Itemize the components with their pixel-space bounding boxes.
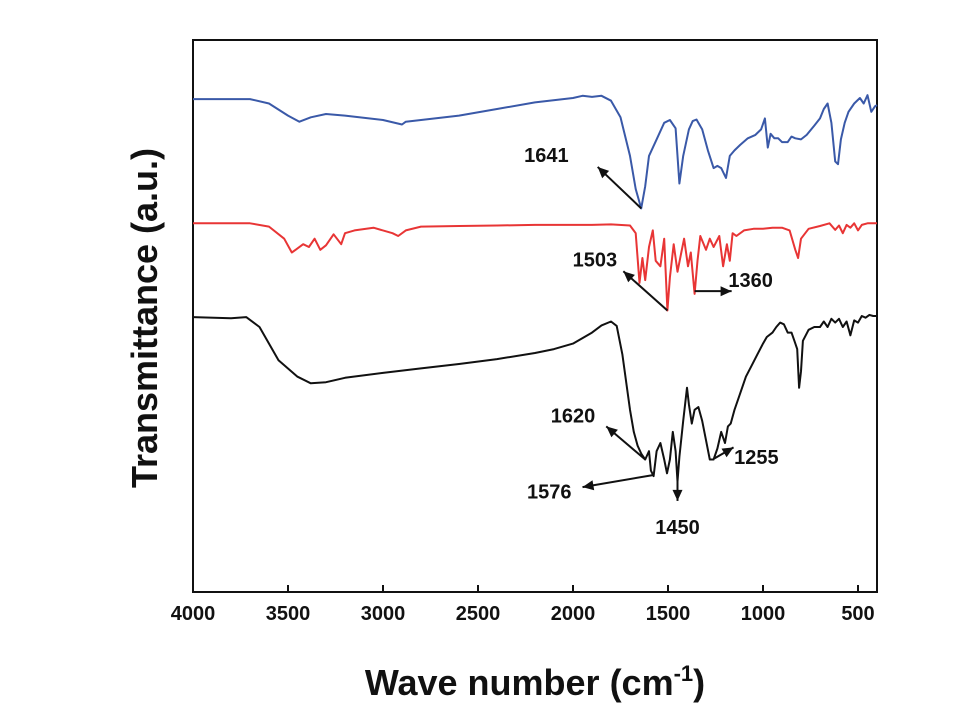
x-tick-label: 500 xyxy=(841,603,874,625)
x-axis-ticks: 4000 3500 3000 2500 2000 1500 1000 500 xyxy=(171,585,875,625)
series-layer xyxy=(192,94,878,483)
x-tick-label: 4000 xyxy=(171,603,216,625)
annotation-arrowhead xyxy=(672,489,683,501)
annotation-arrowhead xyxy=(582,480,595,491)
annotation-label: 1576 xyxy=(527,482,572,504)
x-axis-title: Wave number (cm-1) xyxy=(365,661,705,703)
x-tick-label: 2500 xyxy=(456,603,501,625)
annotation-label: 1450 xyxy=(655,517,700,539)
series-line-1 xyxy=(193,94,878,210)
x-tick-label: 3000 xyxy=(361,603,406,625)
annotation-arrowhead xyxy=(720,286,732,297)
x-tick-label: 1000 xyxy=(741,603,786,625)
annotation-label: 1620 xyxy=(551,405,596,427)
x-tick-label: 2000 xyxy=(551,603,596,625)
series-line-3 xyxy=(192,313,877,483)
x-tick-label: 3500 xyxy=(266,603,311,625)
series-line-2 xyxy=(193,222,877,312)
plot-frame xyxy=(192,39,878,593)
annotation-label: 1255 xyxy=(734,447,779,469)
annotation-arrowhead xyxy=(623,271,635,283)
annotation-arrowhead xyxy=(606,426,618,438)
annotation-arrowhead xyxy=(721,447,734,458)
annotation-label: 1360 xyxy=(728,270,773,292)
x-tick-label: 1500 xyxy=(646,603,691,625)
y-axis-title: Transmittance (a.u.) xyxy=(124,148,165,488)
annotations-layer: 1641 1503 1360 1620 1576 1450 1255 xyxy=(524,145,778,539)
annotation-arrow-line xyxy=(582,473,654,489)
annotation-label: 1503 xyxy=(573,250,618,272)
annotation-arrowhead xyxy=(597,167,610,179)
annotation-label: 1641 xyxy=(524,145,569,167)
